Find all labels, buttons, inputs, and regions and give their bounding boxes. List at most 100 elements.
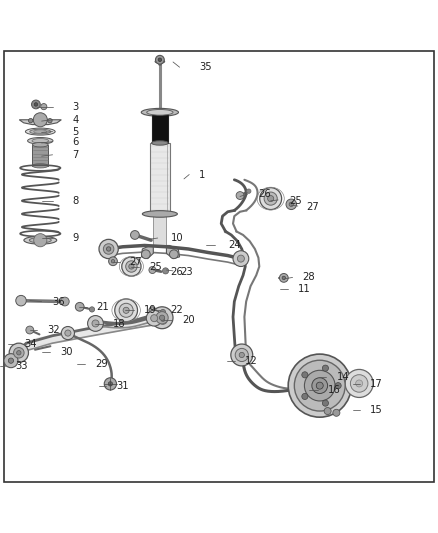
Circle shape (302, 393, 308, 400)
Circle shape (237, 255, 244, 262)
Text: 24: 24 (228, 240, 240, 251)
Circle shape (104, 378, 117, 390)
Text: 4: 4 (72, 115, 78, 125)
Polygon shape (153, 214, 166, 246)
Circle shape (99, 239, 118, 259)
Circle shape (41, 103, 47, 110)
Circle shape (149, 307, 156, 314)
Circle shape (260, 188, 282, 209)
Circle shape (26, 326, 34, 334)
Text: 17: 17 (370, 379, 383, 389)
Circle shape (65, 330, 71, 336)
Circle shape (33, 113, 47, 127)
Text: 35: 35 (199, 62, 212, 72)
Text: 11: 11 (298, 284, 311, 294)
Ellipse shape (306, 382, 318, 390)
Text: 25: 25 (149, 262, 162, 272)
Polygon shape (32, 145, 48, 166)
Polygon shape (166, 246, 180, 259)
Circle shape (16, 295, 26, 306)
Circle shape (235, 349, 248, 361)
Circle shape (304, 370, 335, 401)
Circle shape (14, 348, 24, 358)
Polygon shape (21, 312, 162, 357)
Circle shape (236, 191, 244, 199)
Circle shape (89, 307, 95, 312)
Ellipse shape (155, 60, 165, 63)
Text: 32: 32 (47, 325, 60, 335)
Circle shape (106, 247, 111, 251)
Circle shape (159, 316, 167, 324)
Text: 23: 23 (180, 266, 193, 277)
Text: 15: 15 (370, 405, 383, 415)
Circle shape (149, 266, 156, 273)
Circle shape (162, 268, 169, 274)
Circle shape (159, 315, 165, 320)
Polygon shape (19, 120, 61, 125)
Circle shape (233, 251, 249, 266)
Circle shape (34, 103, 38, 106)
Ellipse shape (29, 238, 51, 243)
Text: 7: 7 (72, 150, 79, 160)
Text: 28: 28 (302, 272, 315, 282)
Circle shape (131, 231, 139, 239)
Text: 26: 26 (258, 189, 271, 199)
Polygon shape (141, 246, 153, 259)
Circle shape (4, 354, 18, 368)
Text: 6: 6 (72, 136, 79, 147)
Circle shape (279, 273, 288, 282)
Circle shape (146, 310, 162, 326)
Ellipse shape (152, 141, 168, 145)
Text: 10: 10 (171, 233, 184, 243)
Circle shape (158, 58, 162, 61)
Circle shape (282, 276, 286, 280)
Circle shape (60, 297, 69, 306)
Circle shape (288, 354, 351, 417)
Text: 25: 25 (289, 196, 302, 206)
Ellipse shape (32, 164, 48, 168)
Circle shape (170, 250, 178, 259)
Circle shape (9, 343, 28, 362)
Text: 3: 3 (72, 102, 78, 111)
Circle shape (108, 382, 113, 386)
Circle shape (322, 400, 328, 406)
Circle shape (345, 369, 373, 398)
Circle shape (34, 233, 47, 247)
Circle shape (231, 344, 253, 366)
Text: 30: 30 (60, 347, 73, 357)
Circle shape (294, 360, 345, 411)
Text: 27: 27 (307, 203, 319, 212)
Text: 5: 5 (72, 127, 79, 136)
Text: 34: 34 (24, 340, 37, 350)
Circle shape (155, 312, 171, 328)
Text: 36: 36 (53, 296, 65, 306)
Circle shape (151, 307, 173, 329)
Polygon shape (150, 143, 170, 214)
Circle shape (8, 358, 14, 364)
Circle shape (122, 257, 141, 276)
Circle shape (350, 375, 368, 392)
Text: 8: 8 (72, 196, 78, 206)
Circle shape (123, 307, 129, 313)
Ellipse shape (24, 236, 57, 244)
Circle shape (302, 372, 308, 378)
Circle shape (312, 378, 328, 393)
Text: 27: 27 (129, 257, 142, 267)
Circle shape (126, 261, 137, 272)
Circle shape (115, 299, 138, 322)
Circle shape (111, 260, 115, 263)
Circle shape (335, 383, 341, 389)
Circle shape (155, 55, 164, 64)
Ellipse shape (28, 138, 53, 144)
Ellipse shape (32, 139, 49, 143)
Text: 20: 20 (182, 315, 194, 325)
Circle shape (61, 327, 74, 340)
Circle shape (161, 318, 165, 322)
Ellipse shape (25, 128, 55, 135)
Text: 1: 1 (199, 169, 206, 180)
Circle shape (322, 365, 328, 371)
Circle shape (17, 351, 21, 355)
Ellipse shape (34, 130, 47, 133)
Text: 16: 16 (328, 385, 340, 395)
Circle shape (129, 264, 134, 269)
